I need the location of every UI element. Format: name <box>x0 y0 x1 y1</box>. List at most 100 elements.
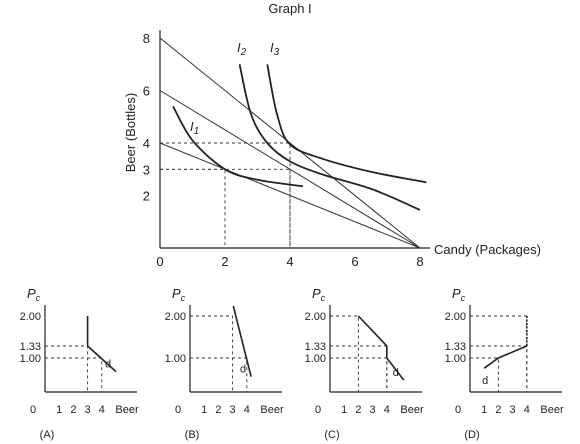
curve-label-i2: I2 <box>237 40 247 58</box>
panel-y-label-letter: P <box>172 286 181 301</box>
panel-a: Pc 1.001.33 2.00 0 1 2 3 4 Beer (A) d <box>20 286 139 441</box>
indifference-curve-i1 <box>172 105 304 188</box>
indifference-curve-i3 <box>266 64 427 184</box>
panel-y-label-subscript: c <box>461 293 466 303</box>
panel-y-label-letter: P <box>27 286 36 301</box>
panel-x-tick-label: 4 <box>384 404 390 416</box>
panel-x-tick-label: 4 <box>244 404 250 416</box>
panel-y-tick-label: 1.33 <box>305 341 326 353</box>
panel-y-tick-label: 1.33 <box>445 341 466 353</box>
panel-x-tick-label: 3 <box>230 404 236 416</box>
x-axis-label: Candy (Packages) <box>434 242 541 257</box>
x-tick-label: 4 <box>286 254 293 269</box>
panel-guide <box>45 345 89 392</box>
panel-x-tick-label: 0 <box>30 404 36 416</box>
panel-y-tick-label: 1.33 <box>20 341 41 353</box>
panel-x-axis-label: Beer <box>115 404 139 416</box>
panel-label: (C) <box>324 429 339 441</box>
panel-y-label-letter: P <box>312 286 321 301</box>
panel-y-tick-label: 1.00 <box>305 353 326 365</box>
panel-x-tick-label: 4 <box>99 404 105 416</box>
curve-label-subscript: 3 <box>274 47 280 58</box>
panel-y-tick-label: 2.00 <box>445 311 466 323</box>
y-tick-label: 6 <box>143 84 150 99</box>
panel-label: (D) <box>464 429 479 441</box>
panel-guide <box>330 315 359 392</box>
panel-x-tick-label: 2 <box>495 404 501 416</box>
budget-line <box>159 37 421 249</box>
demand-curve <box>86 316 117 373</box>
panel-y-label-letter: P <box>452 286 461 301</box>
panel-x-tick-label: 4 <box>524 404 530 416</box>
panel-y-tick-label: 2.00 <box>305 311 326 323</box>
x-tick-label: 0 <box>156 254 163 269</box>
graph-title: Graph I <box>268 1 311 16</box>
panel-x-tick-label: 1 <box>56 404 62 416</box>
panel-x-tick-label: 3 <box>370 404 376 416</box>
curve-label-letter: I <box>237 40 241 55</box>
panel-y-label: Pc <box>452 286 466 303</box>
panel-x-tick-label: 3 <box>85 404 91 416</box>
y-tick-label: 4 <box>143 136 150 151</box>
panel-c: Pc 1.001.33 2.00 0 1 2 3 4 Beer (C) d <box>305 286 424 441</box>
panel-x-axis-label: Beer <box>540 404 564 416</box>
indifference-curve-i2 <box>238 64 421 211</box>
reference-guide <box>160 168 226 248</box>
panel-y-label: Pc <box>172 286 186 303</box>
panel-guide <box>45 357 103 392</box>
panel-x-tick-label: 1 <box>341 404 347 416</box>
y-tick-label: 8 <box>143 31 150 46</box>
panel-x-tick-label: 2 <box>215 404 221 416</box>
panel-x-tick-label: 2 <box>355 404 361 416</box>
panel-x-tick-label: 3 <box>510 404 516 416</box>
panel-guide <box>190 357 248 392</box>
curve-label-subscript: 1 <box>194 126 200 137</box>
curve-label-subscript: 2 <box>240 47 247 58</box>
demand-curve-label: d <box>393 367 399 379</box>
panel-y-label-subscript: c <box>181 293 186 303</box>
panel-label: (B) <box>185 429 200 441</box>
panel-y-label-subscript: c <box>36 293 41 303</box>
panel-y-tick-label: 2.00 <box>20 311 41 323</box>
panel-x-tick-label: 2 <box>70 404 76 416</box>
main-graph: Graph I 0 2 4 6 8 2 3 4 6 8 Candy (Packages) Beer (B… <box>123 1 541 269</box>
panel-x-axis-label: Beer <box>400 404 424 416</box>
curve-label-i3: I3 <box>270 40 280 58</box>
demand-curve <box>232 305 252 377</box>
reference-guide <box>160 168 291 248</box>
panel-x-axis-label: Beer <box>260 404 284 416</box>
panel-y-tick-label: 1.00 <box>165 353 186 365</box>
panel-b: Pc 1.00 2.00 0 1 2 3 4 Beer (B) d <box>165 286 284 441</box>
panel-label: (A) <box>40 429 55 441</box>
y-tick-label: 2 <box>143 189 150 204</box>
panel-y-label: Pc <box>27 286 41 303</box>
panel-guide <box>190 315 234 392</box>
panel-x-tick-label: 1 <box>481 404 487 416</box>
curve-label-letter: I <box>190 119 194 134</box>
panel-x-tick-label: 0 <box>315 404 321 416</box>
panel-d: Pc 1.001.33 2.00 0 1 2 3 4 Beer (D) d <box>445 286 564 441</box>
panel-guide <box>330 357 388 392</box>
curve-label-letter: I <box>270 40 274 55</box>
panel-y-tick-label: 2.00 <box>165 311 186 323</box>
panel-y-label-subscript: c <box>321 293 326 303</box>
panel-x-tick-label: 1 <box>201 404 207 416</box>
y-axis-label: Beer (Bottles) <box>123 93 138 172</box>
curve-label-i1: I1 <box>190 119 199 137</box>
demand-curve-label: d <box>240 364 246 376</box>
y-tick-label: 3 <box>143 162 150 177</box>
demand-curve-label: d <box>482 375 488 387</box>
panel-y-label: Pc <box>312 286 326 303</box>
x-tick-label: 6 <box>351 254 358 269</box>
demand-curve <box>357 315 405 381</box>
reference-guide <box>160 142 291 248</box>
x-tick-label: 2 <box>221 254 228 269</box>
panel-y-tick-label: 1.00 <box>20 353 41 365</box>
panel-y-tick-label: 1.00 <box>445 353 466 365</box>
x-tick-label: 8 <box>416 254 423 269</box>
panel-x-tick-label: 0 <box>175 404 181 416</box>
demand-curve-label: d <box>105 359 111 371</box>
panel-x-tick-label: 0 <box>455 404 461 416</box>
demand-curve <box>483 345 528 369</box>
